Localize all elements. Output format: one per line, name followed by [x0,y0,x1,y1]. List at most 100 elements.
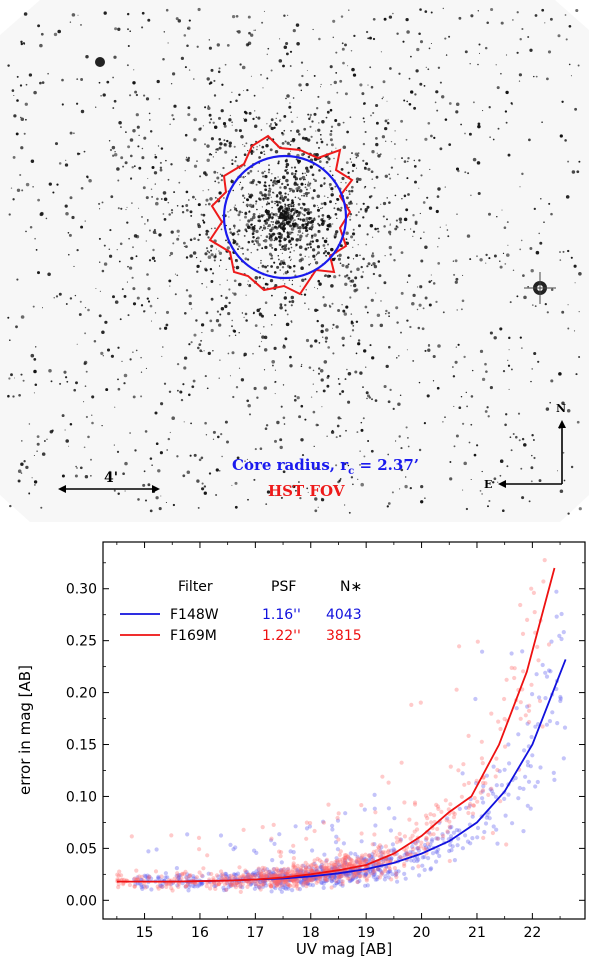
scatter-point-f148w [349,878,354,883]
scatter-point-f148w [238,883,243,889]
scatter-point-f169m [342,873,347,878]
star [462,274,464,276]
star [293,270,296,273]
star [214,196,217,199]
star [315,141,319,144]
scatter-point-f148w [283,871,288,876]
star [578,507,582,511]
star [310,135,313,138]
star [116,167,120,171]
scatter-point-f169m [340,863,345,868]
scatter-point-f148w [388,828,393,833]
star [363,455,366,458]
scatter-point-f148w [263,880,268,886]
scatter-point-f169m [286,869,291,874]
star [435,300,438,304]
star [269,243,273,247]
scatter-point-f148w [155,876,161,881]
star [319,86,322,88]
star [285,218,288,220]
star [47,72,49,75]
scatter-point-f169m [339,873,344,879]
scatter-point-f148w [183,884,188,889]
scatter-point-f148w [264,883,269,888]
star [355,253,359,258]
scatter-point-f148w [272,841,277,846]
star [117,27,121,31]
scatter-point-f148w [544,674,550,679]
scatter-point-f148w [333,875,338,880]
scatter-point-f169m [169,833,174,838]
star [359,464,361,466]
star [303,293,307,296]
star [16,99,19,102]
scatter-point-f169m [306,878,311,883]
scatter-point-f169m [443,798,448,803]
scatter-point-f169m [291,864,296,869]
star [249,217,254,222]
scatter-point-f148w [294,867,299,873]
star [98,202,101,205]
y-tick-label: 0.25 [66,634,97,650]
star [439,81,442,84]
scatter-point-f148w [314,868,319,874]
star [359,83,363,87]
star [561,100,564,103]
scale-label: 4' [104,470,118,486]
scatter-point-f169m [269,873,274,879]
star [501,209,503,211]
star [204,375,207,378]
scatter-point-f148w [416,857,421,862]
star [283,225,285,227]
star [114,150,116,153]
star [282,279,284,281]
scatter-point-f148w [375,867,380,872]
star [324,204,326,206]
scatter-point-f148w [385,871,390,876]
star [352,232,356,236]
star [69,131,73,135]
star [65,211,69,216]
star [101,330,105,334]
star [381,135,386,139]
scatter-point-f148w [460,771,465,776]
scale-bar [58,485,160,493]
star [191,308,193,310]
star [237,229,241,232]
star [228,227,232,231]
star [400,447,403,450]
star [349,270,353,273]
star [442,7,444,10]
scatter-point-f148w [319,862,325,867]
star [341,303,343,306]
star [398,217,403,221]
star [290,246,293,249]
scatter-point-f148w [308,882,313,887]
scatter-point-f169m [238,889,243,894]
scatter-point-f148w [234,872,239,878]
scatter-point-f148w [386,806,391,811]
legend-header-psf: PSF [271,579,296,595]
star [242,144,244,146]
star [188,294,192,298]
scatter-point-f169m [240,874,245,879]
star [263,219,266,223]
star [252,117,255,121]
scatter-point-f169m [194,875,199,880]
star [135,93,139,97]
scatter-point-f169m [263,874,268,879]
star [76,248,79,252]
star [568,63,571,66]
star [201,482,204,485]
scatter-point-f169m [219,869,224,874]
scatter-point-f169m [441,833,446,839]
star [205,198,209,202]
scatter-point-f169m [312,858,317,863]
scatter-point-f148w [428,842,433,847]
x-axis-label: UV mag [AB] [296,940,392,958]
scatter-point-f148w [373,877,378,882]
scatter-point-f169m [295,886,300,891]
scatter-point-f169m [314,880,319,885]
star [160,147,164,150]
scatter-point-f148w [230,880,235,886]
